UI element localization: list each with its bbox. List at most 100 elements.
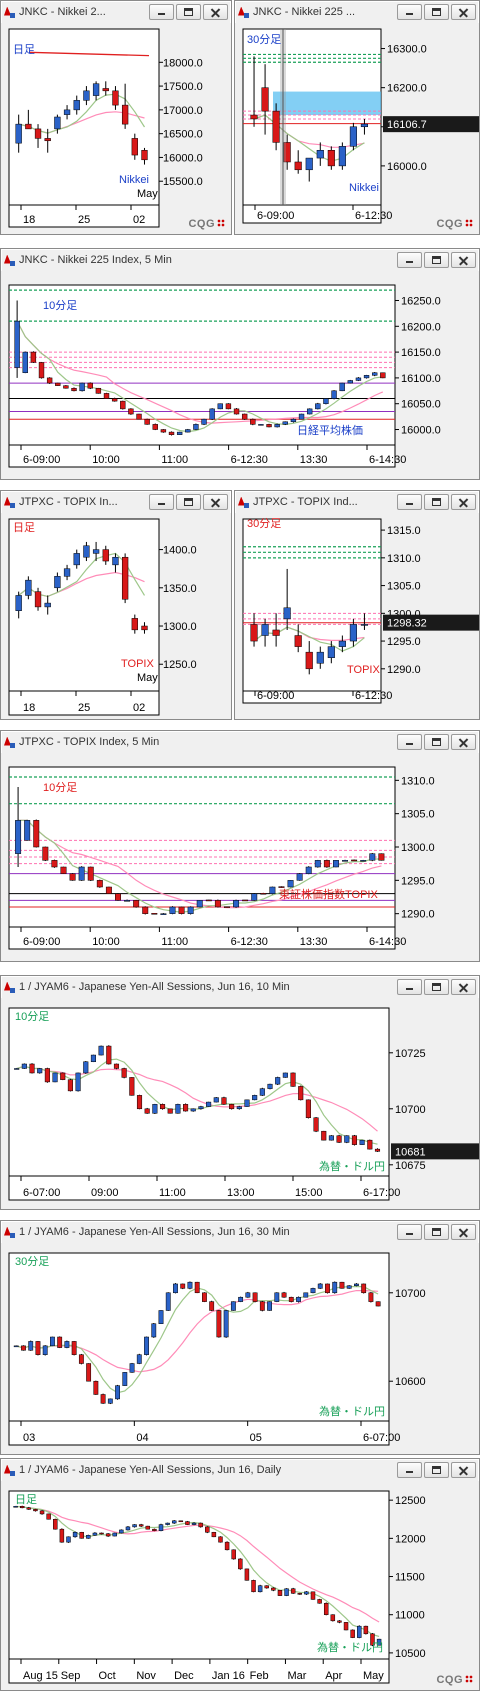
candle-body [183,1104,189,1112]
y-tick-label: 16500.0 [163,129,203,141]
minimize-icon[interactable] [149,4,174,20]
candle-body [28,1341,34,1351]
y-tick-label: 17000.0 [163,105,203,117]
chart-window-nikkei-daily[interactable]: JNKC - Nikkei 2... 18000.0 17500.0 17000.0… [0,0,232,235]
close-icon[interactable] [451,1224,476,1240]
close-icon[interactable] [203,4,228,20]
candle-body [282,1072,288,1078]
title-bar[interactable]: JNKC - Nikkei 225 ... [235,1,479,23]
window-title: JNKC - Nikkei 225 Index, 5 Min [19,254,172,266]
title-bar[interactable]: JNKC - Nikkei 2... [1,1,231,23]
chart-window-topix-30min[interactable]: JTPXC - TOPIX Ind... 1315.0 1310.0 1305.0 1… [234,490,480,720]
maximize-icon[interactable] [424,494,449,510]
maximize-icon[interactable] [176,4,201,20]
chart-window-yen-10min[interactable]: 1 / JYAM6 - Japanese Yen-All Sessions, J… [0,975,480,1210]
candle-body [213,1097,219,1103]
title-bar[interactable]: 1 / JYAM6 - Japanese Yen-All Sessions, J… [1,1221,479,1243]
candle-body [92,83,100,96]
close-icon[interactable] [451,979,476,995]
maximize-icon[interactable] [424,979,449,995]
minimize-icon[interactable] [397,4,422,20]
candle-body [272,110,280,143]
title-bar[interactable]: JTPXC - TOPIX In... [1,491,231,513]
candle-body [245,1292,251,1298]
candle-body [315,403,321,410]
candle-body [264,1585,269,1589]
y-tick-label: 1305.0 [401,809,435,821]
candle-body [259,1088,265,1096]
minimize-icon[interactable] [149,494,174,510]
candle-body [267,1083,273,1089]
chart-canvas[interactable]: 12500 12000 11500 11000 10500 Aug 15 Sep Oct Nov… [1,1481,479,1690]
candle-body [351,859,358,862]
app-chart-icon [4,255,15,266]
title-bar[interactable]: JNKC - Nikkei 225 Index, 5 Min [1,249,479,271]
maximize-icon[interactable] [424,1462,449,1478]
candle-body [185,429,191,433]
minimize-icon[interactable] [397,494,422,510]
chart-canvas[interactable]: 1400.0 1350.0 1300.0 1250.0 18 25 02 May 日足 TOPIX [1,513,231,719]
close-icon[interactable] [451,4,476,20]
chart-window-topix-daily[interactable]: JTPXC - TOPIX In... 1400.0 1350.0 1300.0 12… [0,490,232,720]
title-bar[interactable]: 1 / JYAM6 - Japanese Yen-All Sessions, J… [1,976,479,998]
minimize-icon[interactable] [397,1224,422,1240]
close-icon[interactable] [451,1462,476,1478]
chart-canvas[interactable]: 1310.0 1305.0 1300.0 1295.0 1290.0 6-09:00 10:… [1,753,479,961]
candle-body [19,1506,25,1509]
candle-body [339,1281,345,1289]
title-bar[interactable]: 1 / JYAM6 - Japanese Yen-All Sessions, J… [1,1459,479,1481]
x-axis-band [8,1175,390,1201]
candle-body [278,886,285,888]
candle-body [26,1507,32,1510]
candle-body [120,400,126,410]
chart-canvas[interactable]: 10725 10700 10675 10681 6-07:00 09:00 11:00 13:… [1,998,479,1209]
candle-body [205,899,212,902]
chart-window-yen-daily[interactable]: 1 / JYAM6 - Japanese Yen-All Sessions, J… [0,1458,480,1691]
candle-body [305,157,313,171]
chart-canvas[interactable]: 16300.016200.016100.016000.016106.76-09:… [235,23,479,234]
chart-canvas[interactable]: 18000.0 17500.0 17000.0 16500.0 16000.0 15500… [1,23,231,234]
chart-window-yen-30min[interactable]: 1 / JYAM6 - Japanese Yen-All Sessions, J… [0,1220,480,1455]
minimize-icon[interactable] [397,1462,422,1478]
candle-body [142,906,149,914]
candle-body [260,893,267,895]
candle-body [332,1281,338,1294]
candle-body [72,1531,78,1538]
x-tick-label: 04 [136,1432,148,1444]
minimize-icon[interactable] [397,734,422,750]
maximize-icon[interactable] [424,734,449,750]
minimize-icon[interactable] [397,979,422,995]
candle-body [306,408,313,415]
candle-body [294,161,302,171]
app-chart-icon [4,982,15,993]
title-bar[interactable]: JTPXC - TOPIX Ind... [235,491,479,513]
window-title: JTPXC - TOPIX Index, 5 Min [19,736,160,748]
timeframe-label: 30分足 [247,517,281,530]
candle-body [314,860,321,868]
minimize-icon[interactable] [397,252,422,268]
candle-body [25,123,32,130]
close-icon[interactable] [451,252,476,268]
title-bar[interactable]: JTPXC - TOPIX Index, 5 Min [1,731,479,753]
candle-body [14,1068,20,1070]
chart-window-topix-5min[interactable]: JTPXC - TOPIX Index, 5 Min 1310.0 1305.0 1… [0,730,480,962]
maximize-icon[interactable] [424,252,449,268]
candle-body [187,1281,193,1289]
x-tick-label: Aug 15 [23,1670,58,1682]
chart-canvas[interactable]: 16250.0 16200.0 16150.0 16100.0 16050.0 16000… [1,271,479,479]
window-title: JNKC - Nikkei 225 ... [253,6,356,18]
maximize-icon[interactable] [424,4,449,20]
candle-body [53,1519,58,1530]
candle-body [303,1292,309,1298]
chart-window-nikkei-30min[interactable]: JNKC - Nikkei 225 ... 16300.0 16200.0 1610… [234,0,480,235]
chart-window-nikkei-5min[interactable]: JNKC - Nikkei 225 Index, 5 Min 16250.0 16… [0,248,480,480]
maximize-icon[interactable] [424,1224,449,1240]
close-icon[interactable] [451,734,476,750]
chart-canvas[interactable]: 1315.01310.01305.01300.01295.01290.01298… [235,513,479,719]
close-icon[interactable] [203,494,228,510]
candle-body [214,900,221,908]
candle-body [180,1283,186,1289]
maximize-icon[interactable] [176,494,201,510]
close-icon[interactable] [451,494,476,510]
